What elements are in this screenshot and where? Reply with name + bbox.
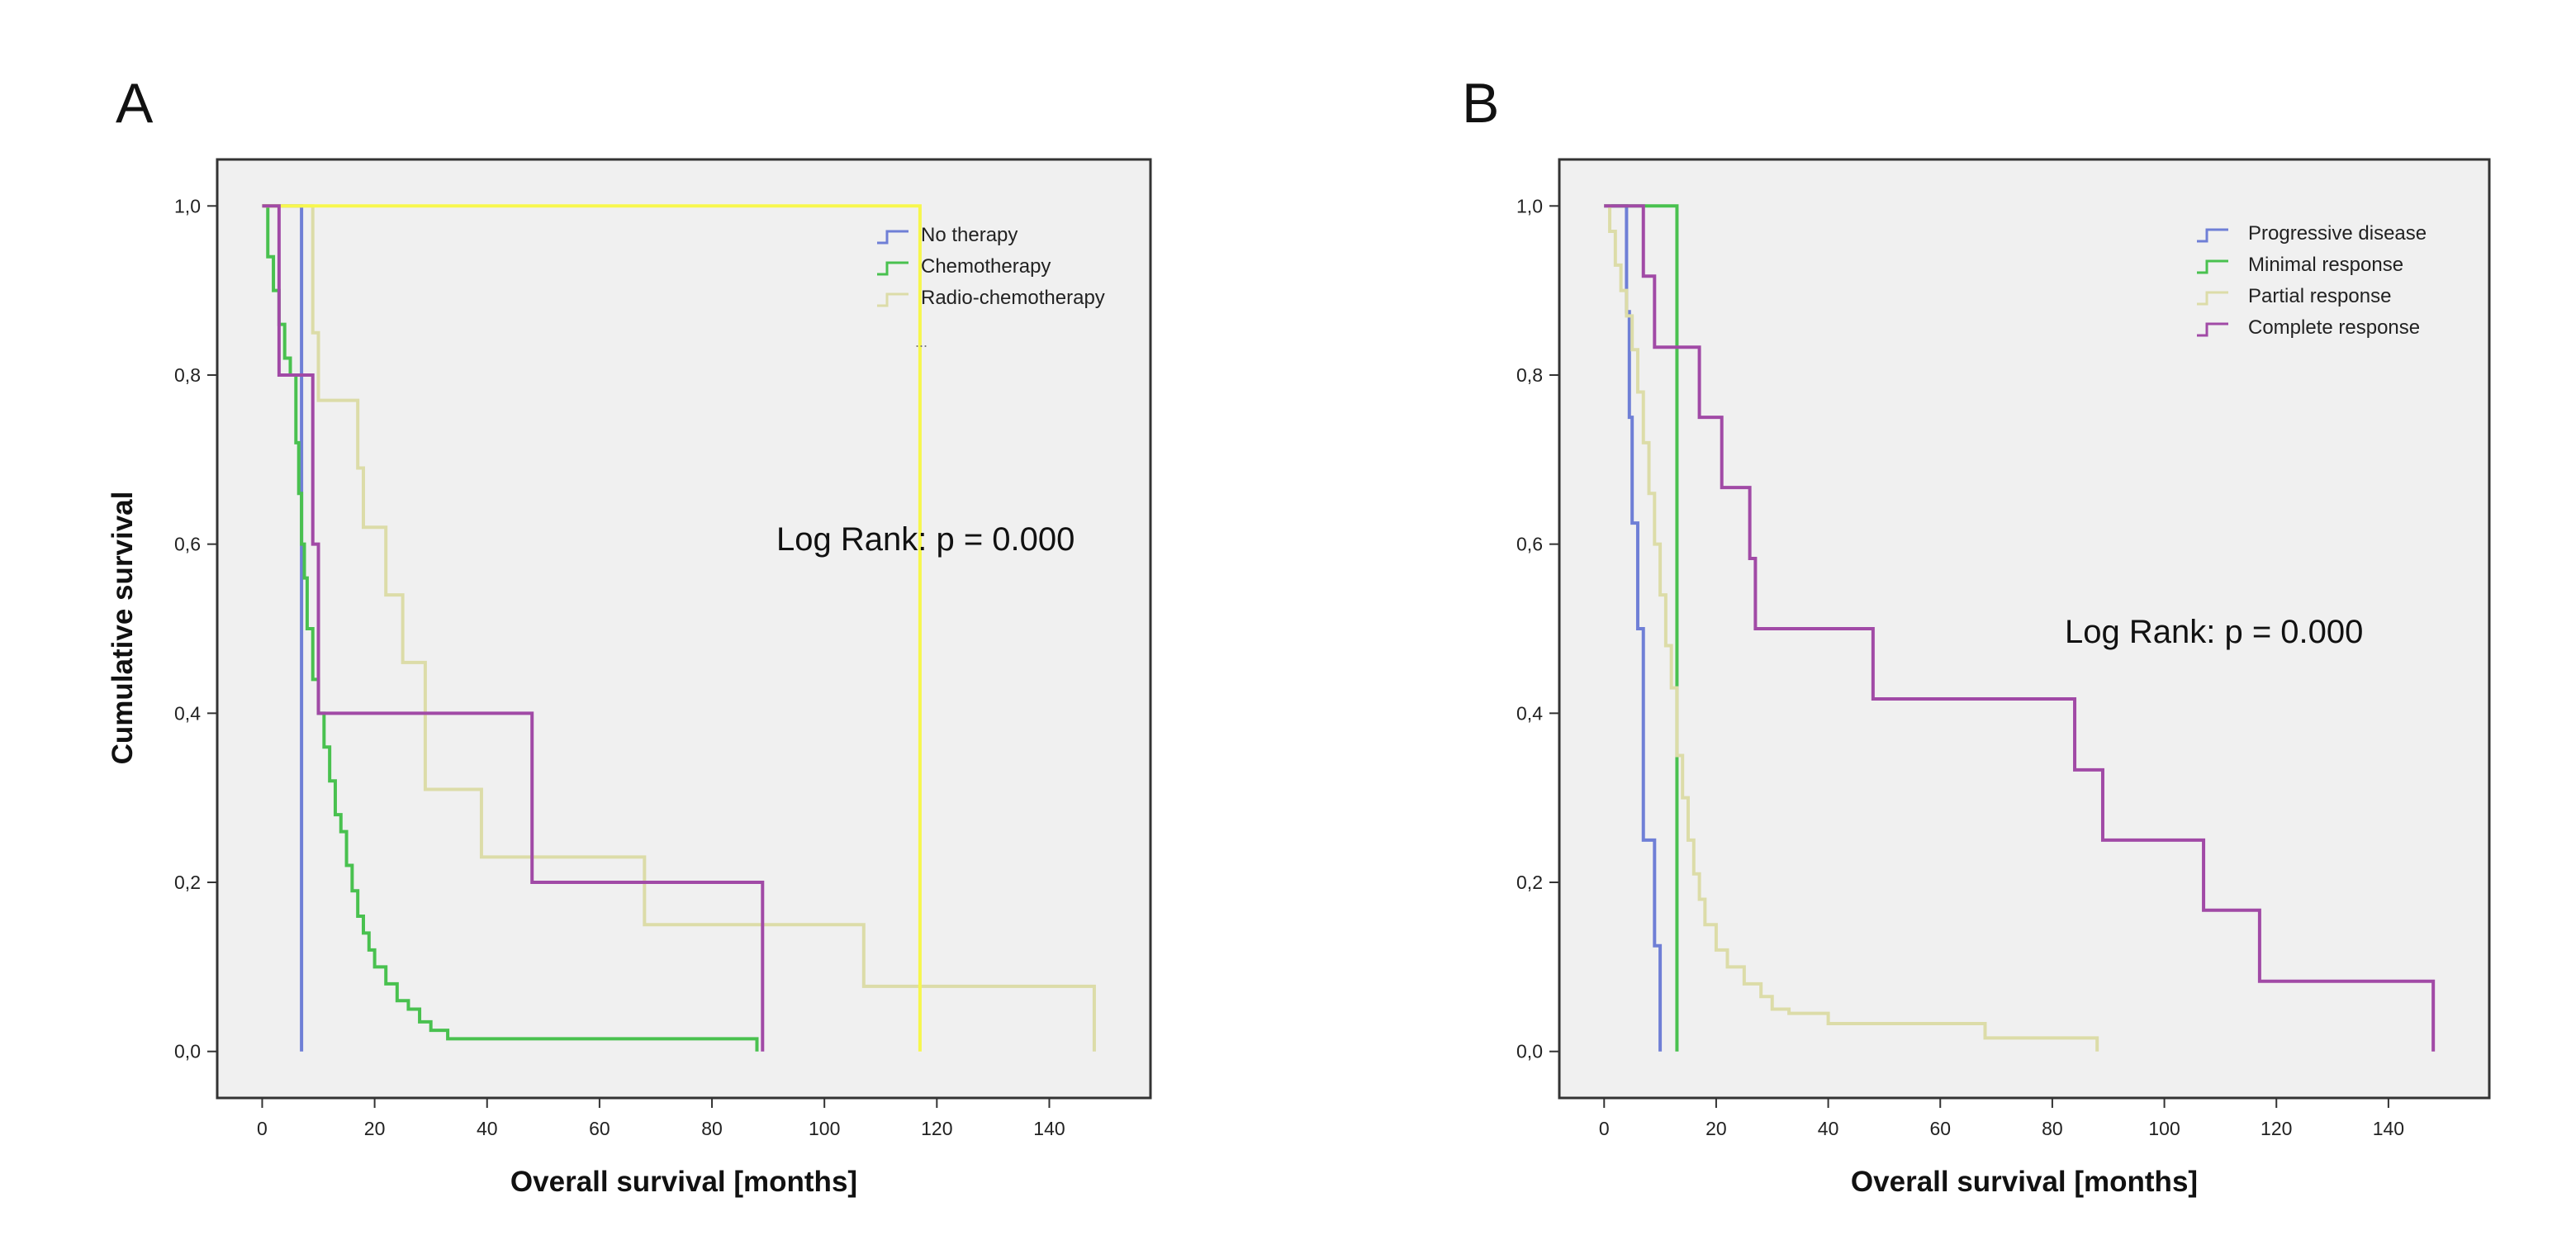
panel-a-label: A (116, 72, 154, 135)
panel-b-label: B (1462, 72, 1499, 135)
legend-swatch-no-therapy (877, 230, 908, 245)
legend-label-progressive-disease: Progressive disease (2248, 222, 2427, 245)
legend-item-complete-response: Complete response (2197, 316, 2420, 339)
legend-swatch-minimal-response (2197, 259, 2228, 274)
panel-b-y-tick-label-5: 1,0 (1516, 195, 1543, 216)
panel-a-x-axis-title: Overall survival [months] (510, 1166, 857, 1198)
panel-b-x-tick-label-80: 80 (2042, 1118, 2063, 1139)
legend-label-no-therapy: No therapy (921, 224, 1018, 246)
panel-a: A 0 20 40 60 80 100 120 140 0,0 0,2 0,4 0,6 0,8 1,0 N… (107, 72, 1152, 1198)
legend-label-chemotherapy: Chemotherapy (921, 255, 1051, 278)
panel-a-x-tick-label-60: 60 (589, 1118, 610, 1139)
legend-item-chemotherapy: Chemotherapy (877, 255, 1051, 278)
panel-a-x-tick-label-0: 0 (257, 1118, 268, 1139)
panel-a-x-tick-label-40: 40 (477, 1118, 498, 1139)
legend-item-no-therapy: No therapy (877, 224, 1018, 246)
legend-label-partial-response: Partial response (2248, 285, 2391, 307)
panel-a-series-radio-chemotherapy (262, 204, 1096, 1052)
legend-swatch-complete-response (2197, 322, 2228, 337)
panel-a-logrank-annotation: Log Rank: p = 0.000 (776, 521, 1075, 558)
panel-b-y-tick-label-3: 0,6 (1516, 534, 1543, 555)
panel-a-y-tick-label-5: 1,0 (174, 195, 201, 216)
panel-b-x-tick-label-100: 100 (2148, 1118, 2180, 1139)
panel-a-y-axis-title: Cumulative survival (107, 492, 139, 765)
panel-b-x-axis-title: Overall survival [months] (1851, 1166, 2198, 1198)
panel-a-y-tick-label-4: 0,8 (174, 364, 201, 386)
panel-a-x-tick-label-120: 120 (921, 1118, 952, 1139)
panel-b-logrank-annotation: Log Rank: p = 0.000 (2065, 614, 2363, 650)
panel-b-series (1604, 204, 2436, 1052)
panel-b-ticks: 0 20 40 60 80 100 120 140 0,0 0,2 0,4 0,6 0,8 1,0 (1516, 195, 2404, 1139)
panel-b-y-tick-label-4: 0,8 (1516, 364, 1543, 386)
panel-b-x-tick-label-120: 120 (2261, 1118, 2292, 1139)
panel-a-x-tick-label-100: 100 (809, 1118, 840, 1139)
legend-ellipsis: ... (915, 334, 927, 350)
legend-label-radio-chemotherapy: Radio-chemotherapy (921, 287, 1105, 309)
legend-swatch-chemotherapy (877, 261, 908, 276)
panel-a-ticks: 0 20 40 60 80 100 120 140 0,0 0,2 0,4 0,6 0,8 1,0 (174, 195, 1065, 1139)
panel-a-y-tick-label-1: 0,2 (174, 872, 201, 893)
panel-a-legend: No therapy Chemotherapy Radio-chemothera… (877, 224, 1105, 350)
panel-b-x-tick-label-0: 0 (1599, 1118, 1610, 1139)
panel-b-plot-area (1558, 158, 2491, 1100)
legend-item-partial-response: Partial response (2197, 285, 2391, 307)
panel-a-y-tick-label-0: 0,0 (174, 1041, 201, 1062)
panel-b-x-tick-label-60: 60 (1929, 1118, 1951, 1139)
panel-b-x-tick-label-20: 20 (1705, 1118, 1727, 1139)
legend-swatch-radio-chemotherapy (877, 292, 908, 307)
legend-item-radio-chemotherapy: Radio-chemotherapy (877, 287, 1105, 309)
panel-b-series-partial-response (1604, 204, 2099, 1052)
panel-a-x-tick-label-20: 20 (364, 1118, 386, 1139)
panel-b-series-complete-response (1604, 204, 2436, 1052)
legend-item-progressive-disease: Progressive disease (2197, 222, 2427, 245)
legend-swatch-progressive-disease (2197, 228, 2228, 243)
panel-b: B 0 20 40 60 80 100 120 140 0,0 0,2 0,4 0,6 0,8 1,0 P… (1462, 72, 2491, 1198)
legend-label-complete-response: Complete response (2248, 316, 2420, 339)
panel-a-plot-area (216, 158, 1152, 1100)
panel-b-y-tick-label-1: 0,2 (1516, 872, 1543, 893)
panel-a-x-tick-label-140: 140 (1033, 1118, 1065, 1139)
legend-swatch-partial-response (2197, 291, 2228, 306)
panel-b-y-tick-label-0: 0,0 (1516, 1041, 1543, 1062)
panel-a-series-purple (262, 204, 765, 1052)
panel-b-x-tick-label-140: 140 (2373, 1118, 2404, 1139)
legend-item-minimal-response: Minimal response (2197, 254, 2403, 276)
panel-a-y-tick-label-3: 0,6 (174, 534, 201, 555)
panel-a-series (262, 204, 1096, 1052)
panel-b-y-tick-label-2: 0,4 (1516, 702, 1543, 724)
panel-a-x-tick-label-80: 80 (701, 1118, 723, 1139)
panel-a-y-tick-label-2: 0,4 (174, 702, 201, 724)
legend-label-minimal-response: Minimal response (2248, 254, 2403, 276)
panel-b-legend: Progressive disease Minimal response Par… (2197, 222, 2427, 339)
panel-b-x-tick-label-40: 40 (1818, 1118, 1839, 1139)
panel-a-series-yellow (262, 204, 922, 1052)
